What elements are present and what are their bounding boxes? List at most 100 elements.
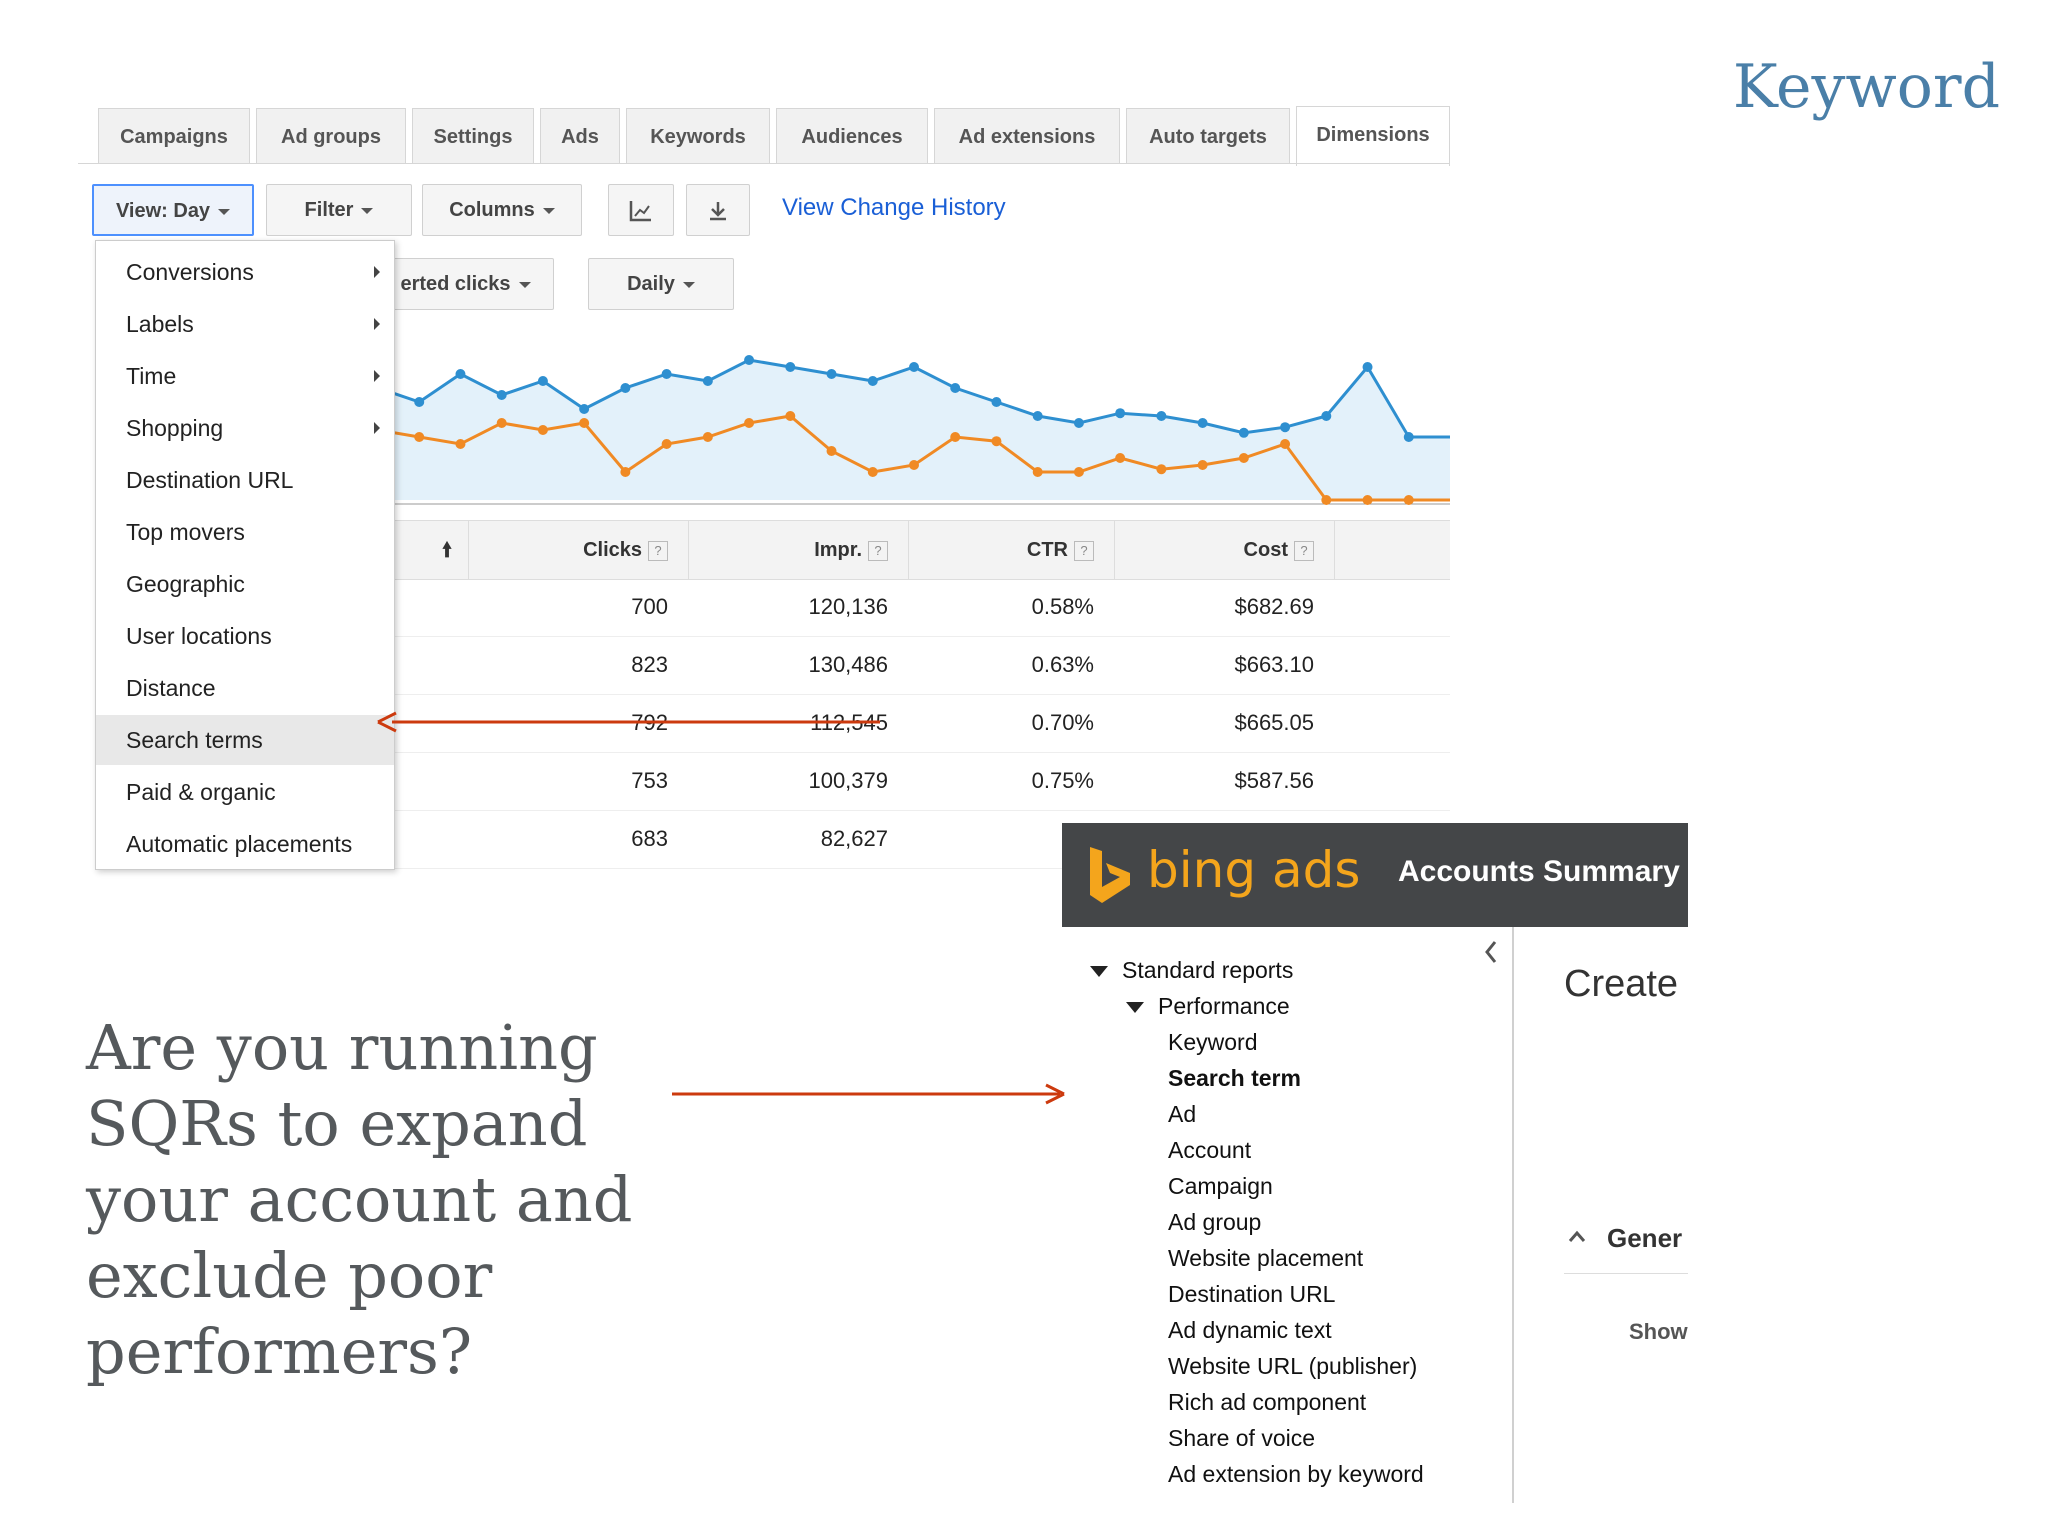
series-2-point[interactable] <box>620 467 631 477</box>
series-2-point[interactable] <box>496 418 507 428</box>
series-1-point[interactable] <box>1156 411 1167 421</box>
menu-item-labels[interactable]: Labels <box>96 299 394 349</box>
menu-item-user-locations[interactable]: User locations <box>126 623 272 649</box>
series-2-point[interactable] <box>744 418 755 428</box>
menu-item-distance[interactable]: Distance <box>126 675 216 701</box>
tree-item-rich-ad-component[interactable]: Rich ad component <box>1168 1389 1367 1415</box>
tab-settings[interactable]: Settings <box>412 108 534 164</box>
tab-dimensions[interactable]: Dimensions <box>1296 106 1450 166</box>
menu-item-search-terms[interactable]: Search terms <box>96 715 394 765</box>
series-1-point[interactable] <box>1115 408 1126 419</box>
filter-button[interactable]: Filter <box>266 184 412 236</box>
daily-button[interactable]: Daily <box>588 258 734 310</box>
tree-item-share-of-voice[interactable]: Share of voice <box>1168 1425 1316 1451</box>
column-header-clicks[interactable]: Clicks? <box>468 521 688 579</box>
tree-performance[interactable]: Performance <box>1126 993 1290 1020</box>
series-2-point[interactable] <box>1362 495 1373 505</box>
series-2-point[interactable] <box>1403 495 1414 505</box>
column-header-impr[interactable]: Impr.? <box>688 521 908 579</box>
series-2-point[interactable] <box>826 446 837 456</box>
series-2-point[interactable] <box>579 418 590 428</box>
tab-campaigns[interactable]: Campaigns <box>98 108 250 164</box>
series-1-point[interactable] <box>1321 411 1332 421</box>
tab-auto-targets[interactable]: Auto targets <box>1126 108 1290 164</box>
series-1-point[interactable] <box>1032 411 1043 421</box>
series-1-point[interactable] <box>909 362 919 372</box>
series-1-point[interactable] <box>620 383 631 393</box>
tab-audiences[interactable]: Audiences <box>776 108 928 164</box>
help-icon[interactable]: ? <box>868 540 888 561</box>
series-2-point[interactable] <box>1073 467 1084 477</box>
tab-ads[interactable]: Ads <box>540 108 620 164</box>
tree-item-ad[interactable]: Ad <box>1168 1101 1197 1127</box>
sort-column-header[interactable]: 🠙 <box>378 521 468 579</box>
series-2-point[interactable] <box>867 467 878 477</box>
columns-button[interactable]: Columns <box>422 184 582 236</box>
tree-item-ad-dynamic-text[interactable]: Ad dynamic text <box>1168 1317 1332 1343</box>
accounts-summary-title[interactable]: Accounts Summary <box>1398 855 1680 888</box>
menu-item-automatic-placements[interactable]: Automatic placements <box>126 831 353 857</box>
tree-item-website-url[interactable]: Website URL (publisher) <box>1168 1353 1418 1379</box>
series-1-point[interactable] <box>414 397 425 407</box>
table-row[interactable]: 792 112,545 0.70% $665.05 <box>378 694 1450 753</box>
series-2-point[interactable] <box>414 432 425 442</box>
series-2-point[interactable] <box>1032 467 1043 477</box>
menu-item-destination-url[interactable]: Destination URL <box>126 467 294 493</box>
view-change-history-link[interactable]: View Change History <box>782 194 1006 221</box>
series-2-point[interactable] <box>1280 439 1291 449</box>
series-1-point[interactable] <box>1403 432 1414 442</box>
menu-item-paid-organic[interactable]: Paid & organic <box>126 779 276 805</box>
series-2-point[interactable] <box>1321 495 1332 505</box>
series-2-point[interactable] <box>909 460 919 470</box>
tab-keywords[interactable]: Keywords <box>626 108 770 164</box>
menu-item-shopping[interactable]: Shopping <box>96 403 394 453</box>
series-1-point[interactable] <box>991 397 1002 407</box>
series-1-point[interactable] <box>744 355 755 365</box>
series-2-point[interactable] <box>785 411 796 421</box>
general-section-heading[interactable]: Gener <box>1607 1223 1683 1253</box>
view-day-button[interactable]: View: Day <box>92 184 254 236</box>
series-1-point[interactable] <box>826 369 837 379</box>
tree-item-search-term[interactable]: Search term <box>1168 1065 1301 1091</box>
tree-standard-reports[interactable]: Standard reports <box>1090 957 1293 984</box>
menu-item-geographic[interactable]: Geographic <box>126 571 245 597</box>
table-row[interactable]: 753 100,379 0.75% $587.56 <box>378 752 1450 811</box>
chart-toggle-button[interactable] <box>608 184 674 236</box>
menu-item-time[interactable]: Time <box>96 351 394 401</box>
help-icon[interactable]: ? <box>1074 540 1094 561</box>
series-2-point[interactable] <box>950 432 961 442</box>
tree-item-account[interactable]: Account <box>1168 1137 1252 1163</box>
series-2-point[interactable] <box>455 439 466 449</box>
tree-item-keyword[interactable]: Keyword <box>1168 1029 1258 1055</box>
series-1-point[interactable] <box>867 376 878 386</box>
table-row[interactable]: 683 82,627 <box>378 810 1450 869</box>
tree-item-destination-url[interactable]: Destination URL <box>1168 1281 1336 1307</box>
series-1-point[interactable] <box>950 383 961 393</box>
series-2-point[interactable] <box>702 432 713 442</box>
series-1-point[interactable] <box>1280 422 1291 433</box>
series-1-point[interactable] <box>1362 362 1373 372</box>
menu-item-conversions[interactable]: Conversions <box>96 247 394 297</box>
series-2-point[interactable] <box>1156 464 1167 475</box>
series-1-point[interactable] <box>1197 418 1208 428</box>
chevron-left-icon[interactable] <box>1482 939 1500 965</box>
download-button[interactable] <box>686 184 750 236</box>
tree-item-ad-group[interactable]: Ad group <box>1168 1209 1262 1235</box>
tree-item-campaign[interactable]: Campaign <box>1168 1173 1273 1199</box>
tab-ad-extensions[interactable]: Ad extensions <box>934 108 1120 164</box>
series-1-point[interactable] <box>785 362 796 372</box>
series-1-point[interactable] <box>455 369 466 379</box>
table-row[interactable]: 823 130,486 0.63% $663.10 <box>378 636 1450 695</box>
tab-ad-groups[interactable]: Ad groups <box>256 108 406 164</box>
series-2-point[interactable] <box>661 439 672 449</box>
menu-item-top-movers[interactable]: Top movers <box>126 519 245 545</box>
help-icon[interactable]: ? <box>1294 540 1314 561</box>
series-1-point[interactable] <box>537 376 548 386</box>
column-header-cost[interactable]: Cost? <box>1114 521 1334 579</box>
series-2-point[interactable] <box>1197 460 1208 470</box>
series-1-point[interactable] <box>1073 418 1084 428</box>
chevron-up-icon[interactable] <box>1567 1228 1587 1244</box>
series-1-point[interactable] <box>1238 427 1249 438</box>
metric-select-button[interactable]: erted clicks <box>378 258 554 310</box>
series-2-point[interactable] <box>991 436 1002 447</box>
